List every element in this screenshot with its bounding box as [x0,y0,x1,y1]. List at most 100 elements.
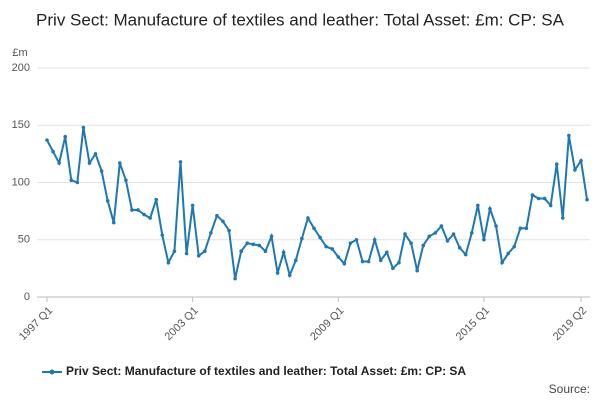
data-point [124,178,128,183]
legend-marker [49,369,55,375]
data-point [160,233,165,237]
x-tick-label: 2015 Q1 [454,305,492,343]
data-point [287,273,292,278]
data-point [263,249,268,253]
data-point [542,196,547,201]
data-point [494,224,498,228]
data-point [118,161,122,165]
data-point [579,158,583,163]
data-point [585,197,589,202]
data-point [427,234,432,239]
data-point [136,208,140,212]
data-point [81,125,86,130]
data-point [536,196,541,201]
y-tick-label: 200 [12,62,30,74]
data-point [560,216,565,220]
data-point [324,244,328,249]
data-point [190,203,195,208]
data-point [196,253,201,258]
data-point [573,168,577,172]
chart-title: Priv Sect: Manufacture of textiles and l… [36,10,565,29]
data-point [87,161,92,165]
data-point [281,250,286,255]
data-point [488,207,492,211]
data-point [567,133,571,138]
data-point [154,197,159,202]
x-tick-label: 2009 Q1 [308,305,346,343]
data-point [385,250,389,255]
y-tick-label: 50 [18,234,30,246]
data-point [476,203,480,208]
data-point [524,226,529,231]
data-point [202,249,207,253]
data-point [293,258,298,263]
data-point [469,231,474,235]
data-point [512,244,517,249]
data-point [111,220,116,225]
data-point [184,251,189,256]
data-point [403,232,407,236]
data-point [166,260,171,265]
x-tick-label: 1997 Q1 [17,305,55,343]
data-point [506,251,510,256]
data-point [463,252,468,257]
data-point [421,243,426,248]
data-point [445,239,450,243]
data-point [245,241,250,245]
data-point [148,216,152,220]
data-point [397,260,401,265]
data-point [105,199,110,203]
data-point [439,224,444,228]
y-axis-label: £m [12,47,27,59]
data-point [378,258,383,263]
data-point [57,161,61,165]
y-tick-label: 100 [12,176,30,188]
data-point [360,259,365,264]
data-point [554,162,559,166]
data-line [46,127,589,279]
data-point [354,237,359,242]
data-point [482,237,486,242]
data-point [209,231,213,235]
data-point [415,268,419,273]
x-tick-label: 2003 Q1 [162,305,200,343]
data-point [306,216,310,220]
data-point [233,276,237,281]
data-point [433,231,438,235]
data-point [239,249,243,253]
data-point [142,212,146,217]
data-point [348,241,353,245]
data-point [342,261,347,266]
data-point [457,245,462,250]
data-point [409,241,413,245]
data-point [391,266,395,271]
data-point [372,237,377,242]
data-point [172,249,177,253]
data-point [336,255,341,259]
data-point [269,234,274,239]
x-tick-label: 2019 Q2 [551,305,589,343]
legend-label: Priv Sect: Manufacture of textiles and l… [66,364,466,378]
data-point [69,178,74,183]
data-point [45,138,49,142]
data-point [63,134,68,139]
data-point [99,169,104,173]
data-point [221,219,225,224]
data-point [451,232,456,236]
data-point [275,271,280,275]
data-point [530,193,535,197]
data-point [93,152,98,156]
data-point [366,259,371,264]
data-point [318,235,322,240]
data-point [130,208,134,212]
data-point [500,260,504,265]
data-point [330,247,335,251]
data-point [215,213,219,218]
data-point [227,228,231,233]
data-point [51,149,55,154]
source: Source: [549,382,590,396]
data-point [257,243,262,248]
data-point [312,226,316,231]
data-point [251,242,256,247]
